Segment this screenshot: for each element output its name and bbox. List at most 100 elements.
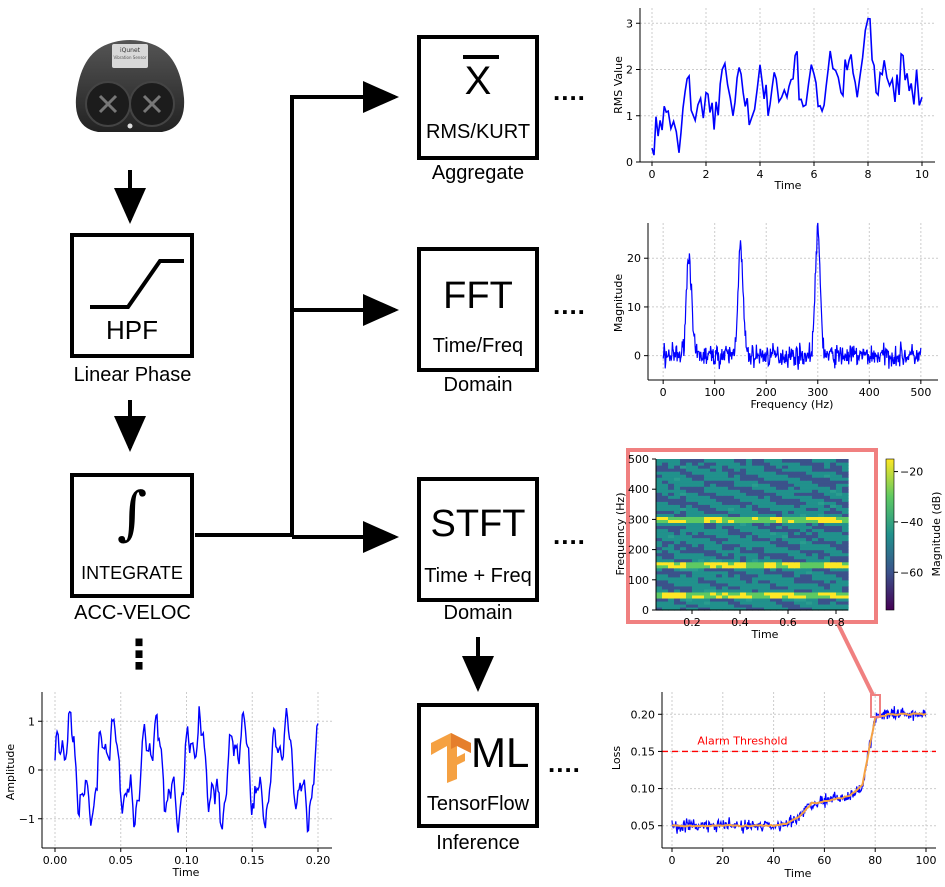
heatmap-cell [746,570,753,575]
x-tick-label: 0 [660,386,667,399]
heatmap-cell [776,531,783,536]
heatmap-cell [686,474,693,478]
heatmap-cell [824,498,831,502]
heatmap-cell [674,474,681,478]
heatmap-cell [740,519,747,524]
heatmap-cell [674,507,681,511]
heatmap-cell [818,576,825,581]
heatmap-cell [830,462,837,466]
heatmap-cell [740,588,747,593]
heatmap-cell [656,489,663,493]
heatmap-cell [740,528,747,533]
heatmap-cell [746,537,753,542]
heatmap-cell [674,606,681,611]
heatmap-cell [710,531,717,536]
heatmap-cell [770,579,777,584]
heatmap-cell [794,606,801,611]
heatmap-cell [698,522,705,527]
heatmap-cell [758,486,765,490]
heatmap-cell [740,471,747,475]
heatmap-cell [758,480,765,484]
heatmap-cell [722,489,729,493]
heatmap-cell [710,480,717,484]
heatmap-cell [752,480,759,484]
heatmap-cell [806,546,813,551]
heatmap-cell [764,522,771,527]
heatmap-cell [698,591,705,596]
heatmap-cell [776,480,783,484]
heatmap-cell [728,501,735,505]
heatmap-cell [722,591,729,596]
heatmap-cell [710,513,717,517]
heatmap-cell [782,528,789,533]
heatmap-cell [692,468,699,472]
heatmap-cell [758,561,765,566]
heatmap-cell [722,570,729,575]
heatmap-cell [746,486,753,490]
heatmap-cell [758,606,765,611]
heatmap-cell [656,555,663,560]
heatmap-cell [764,519,771,524]
heatmap-cell [680,564,687,569]
heatmap-cell [668,477,675,481]
heatmap-cell [656,465,663,469]
heatmap-cell [740,480,747,484]
heatmap-cell [734,549,741,554]
heatmap-cell [836,501,843,505]
heatmap-cell [800,459,807,463]
heatmap-cell [698,555,705,560]
heatmap-cell [656,561,663,566]
heatmap-cell [842,555,849,560]
heatmap-cell [698,513,705,517]
heatmap-cell [776,564,783,569]
heatmap-cell [746,552,753,557]
heatmap-cell [776,549,783,554]
heatmap-cell [812,594,819,599]
heatmap-cell [758,600,765,605]
heatmap-cell [680,501,687,505]
heatmap-cell [746,543,753,548]
heatmap-cell [680,489,687,493]
heatmap-cell [668,504,675,508]
heatmap-cell [692,525,699,530]
heatmap-cell [812,597,819,602]
fft-dots: .... [553,290,586,320]
heatmap-cell [740,462,747,466]
heatmap-cell [668,582,675,587]
heatmap-cell [776,600,783,605]
heatmap-cell [728,549,735,554]
heatmap-cell [668,573,675,578]
heatmap-cell [800,507,807,511]
heatmap-cell [836,525,843,530]
heatmap-cell [830,561,837,566]
heatmap-cell [818,498,825,502]
heatmap-cell [680,468,687,472]
heatmap-cell [668,486,675,490]
heatmap-cell [734,489,741,493]
heatmap-cell [806,513,813,517]
heatmap-cell [704,477,711,481]
heatmap-cell [662,540,669,545]
heatmap-cell [776,474,783,478]
heatmap-cell [686,597,693,602]
heatmap-cell [656,486,663,490]
heatmap-cell [692,489,699,493]
heatmap-cell [734,486,741,490]
heatmap-cell [680,555,687,560]
heatmap-cell [740,522,747,527]
heatmap-cell [770,510,777,514]
heatmap-cell [764,540,771,545]
heatmap-cell [710,585,717,590]
heatmap-cell [716,522,723,527]
heatmap-cell [680,606,687,611]
heatmap-cell [818,567,825,572]
heatmap-cell [662,555,669,560]
heatmap-cell [830,579,837,584]
heatmap-cell [830,585,837,590]
heatmap-cell [764,573,771,578]
heatmap-cell [776,477,783,481]
heatmap-cell [776,546,783,551]
alarm-threshold-label: Alarm Threshold [697,734,787,747]
heatmap-cell [692,582,699,587]
heatmap-cell [770,549,777,554]
